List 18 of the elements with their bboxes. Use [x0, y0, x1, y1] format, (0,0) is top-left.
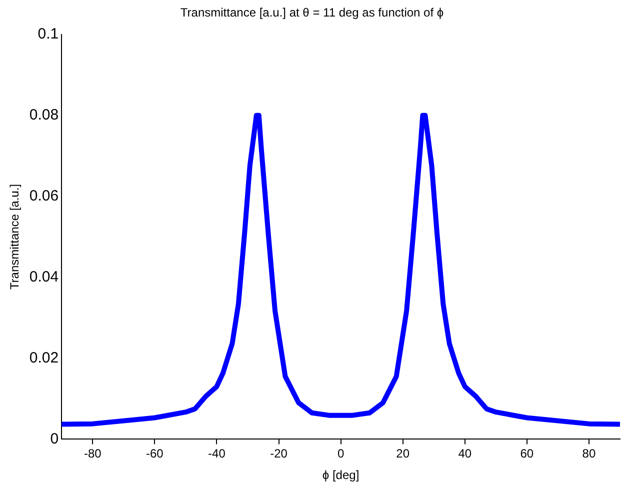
- x-tick-label: 0: [337, 446, 344, 461]
- y-tick-label: 0.06: [29, 187, 59, 204]
- y-tick-label: 0.1: [38, 26, 59, 43]
- x-axis-title: ϕ [deg]: [322, 468, 360, 482]
- x-tick-label: -60: [146, 446, 164, 461]
- x-tick-label: -80: [84, 446, 102, 461]
- y-tick-label: 0.02: [29, 349, 59, 366]
- y-tick-label: 0.08: [29, 106, 59, 124]
- y-tick-label: 0: [50, 430, 59, 448]
- x-tick-label: -40: [208, 446, 226, 461]
- x-tick-label: -20: [270, 446, 288, 461]
- x-tick-label: 60: [520, 446, 534, 461]
- x-tick-label: 40: [458, 446, 472, 461]
- y-tick-label: 0.04: [29, 268, 59, 286]
- chart-title: Transmittance [a.u.] at θ = 11 deg as function of ϕ: [180, 6, 444, 20]
- y-axis-title: Transmittance [a.u.]: [8, 184, 22, 290]
- x-tick-label: 80: [582, 446, 596, 461]
- x-tick-label: 20: [396, 446, 410, 461]
